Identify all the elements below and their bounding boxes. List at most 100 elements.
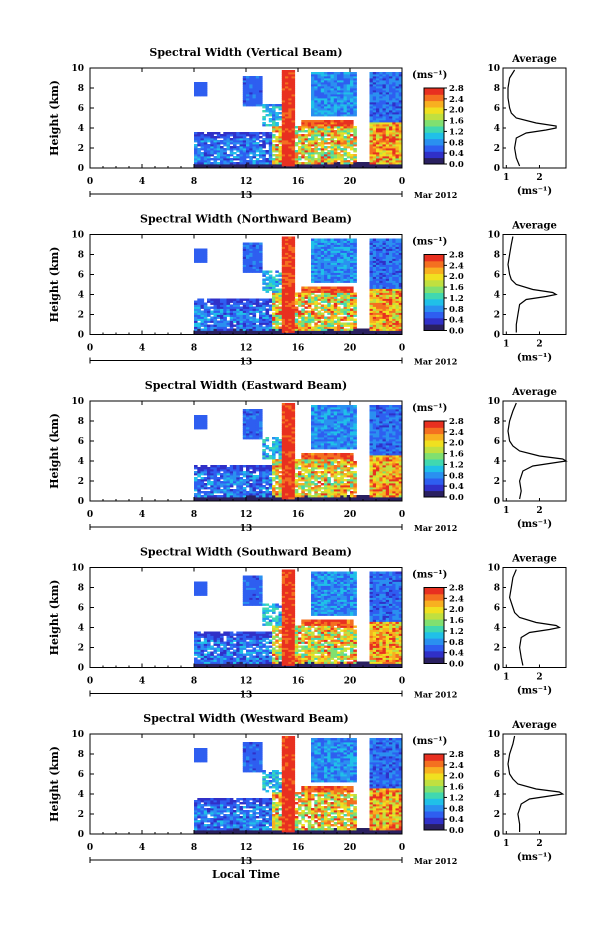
heatmap-cell — [272, 140, 276, 142]
heatmap-cell — [243, 487, 247, 489]
heatmap-cell — [305, 130, 309, 132]
heatmap-cell — [227, 132, 231, 134]
heatmap-cell — [347, 152, 351, 154]
heatmap-cell — [262, 465, 266, 467]
heatmap-cell — [256, 158, 260, 160]
heatmap-cell — [327, 317, 331, 319]
heatmap-cell — [256, 409, 260, 411]
heatmap-cell — [233, 465, 237, 467]
heatmap-cell — [298, 146, 302, 148]
heatmap-cell — [347, 323, 351, 325]
heatmap-cell — [350, 134, 354, 136]
heatmap-cell — [272, 158, 276, 160]
heatmap-cell — [392, 239, 396, 241]
heatmap-cell — [230, 465, 234, 467]
heatmap-cell — [327, 146, 331, 148]
avg-y-tick-label: 0 — [494, 331, 500, 341]
heatmap-cell — [314, 239, 318, 241]
heatmap-cell — [246, 409, 250, 411]
heatmap-cell — [236, 162, 240, 164]
colorbar-swatch — [424, 132, 444, 139]
heatmap-cell — [318, 325, 322, 327]
heatmap-cell — [314, 295, 318, 297]
heatmap-cell — [334, 140, 338, 142]
heatmap-cell — [194, 493, 198, 495]
heatmap-cell — [259, 140, 263, 142]
heatmap-cell — [308, 138, 312, 140]
heatmap-cell — [269, 477, 273, 479]
heatmap-cell — [246, 491, 250, 493]
heatmap-cell — [337, 162, 341, 164]
heatmap-cell — [305, 156, 309, 158]
heatmap-cell — [233, 299, 237, 301]
heatmap-cell — [269, 275, 273, 277]
colorbar-tick-label: 0.8 — [449, 138, 464, 148]
heatmap-cell — [243, 465, 247, 467]
heatmap-cell — [272, 485, 276, 487]
heatmap-cell — [272, 154, 276, 156]
heatmap-cell — [340, 120, 344, 122]
heatmap-cell — [279, 475, 283, 477]
heatmap-cell — [350, 72, 354, 74]
colorbar-swatch — [424, 120, 444, 127]
heatmap-cell — [305, 317, 309, 319]
heatmap-cell — [350, 309, 354, 311]
heatmap-cell — [301, 134, 305, 136]
heatmap-cell — [344, 329, 348, 331]
y-tick-label: 8 — [78, 251, 84, 261]
colorbar-tick-label: 2.0 — [449, 106, 464, 116]
heatmap-cell — [298, 321, 302, 323]
heatmap-cell — [363, 162, 367, 164]
heatmap-cell — [220, 146, 224, 148]
heatmap-cell — [311, 72, 315, 74]
heatmap-cell — [262, 287, 266, 289]
heatmap-cell — [334, 327, 338, 329]
heatmap-cell — [269, 447, 273, 449]
heatmap-cell — [298, 126, 302, 128]
x-tick-label: 16 — [292, 177, 305, 187]
heatmap-cell — [223, 465, 227, 467]
colorbar-swatch — [424, 94, 444, 101]
heatmap-cell — [214, 156, 218, 158]
heatmap-cell — [314, 120, 318, 122]
heatmap-cell — [236, 299, 240, 301]
heatmap-cell — [279, 146, 283, 148]
colorbar-swatch — [424, 305, 444, 312]
heatmap-cells — [194, 403, 402, 501]
heatmap-cell — [246, 243, 250, 245]
heatmap-cell — [259, 299, 263, 301]
y-tick-label: 6 — [78, 271, 84, 281]
avg-y-tick-label: 6 — [494, 271, 500, 281]
heatmap-cell — [217, 477, 221, 479]
heatmap-cell — [344, 317, 348, 319]
heatmap-cell — [266, 437, 270, 439]
heatmap-cell — [220, 140, 224, 142]
heatmap-cell — [204, 415, 208, 417]
heatmap-cell — [337, 307, 341, 309]
heatmap-cell — [383, 72, 387, 74]
heatmap-cell — [210, 465, 214, 467]
colorbar-tick-label: 2.0 — [449, 272, 464, 282]
heatmap-cell — [337, 152, 341, 154]
heatmap-cell — [269, 271, 273, 273]
heatmap-cell — [210, 311, 214, 313]
heatmap-cell — [214, 136, 218, 138]
heatmap-cell — [220, 134, 224, 136]
heatmap-cell — [201, 491, 205, 493]
heatmap-cell — [262, 449, 266, 451]
heatmap-cell — [233, 152, 237, 154]
colorbar-swatch — [424, 107, 444, 114]
heatmap-cell — [279, 273, 283, 275]
heatmap-cell — [243, 303, 247, 305]
heatmap-cell — [266, 309, 270, 311]
heatmap-cell — [269, 455, 273, 457]
x-tick-label: 0 — [399, 177, 405, 187]
avg-y-tick-label: 10 — [487, 231, 500, 241]
heatmap-cell — [360, 162, 364, 164]
heatmap-cell — [204, 303, 208, 305]
colorbar-swatch — [424, 255, 444, 262]
heatmap-cell — [217, 299, 221, 301]
heatmap-cell — [279, 104, 283, 106]
heatmap-cell — [240, 465, 244, 467]
heatmap-cell — [396, 239, 400, 241]
